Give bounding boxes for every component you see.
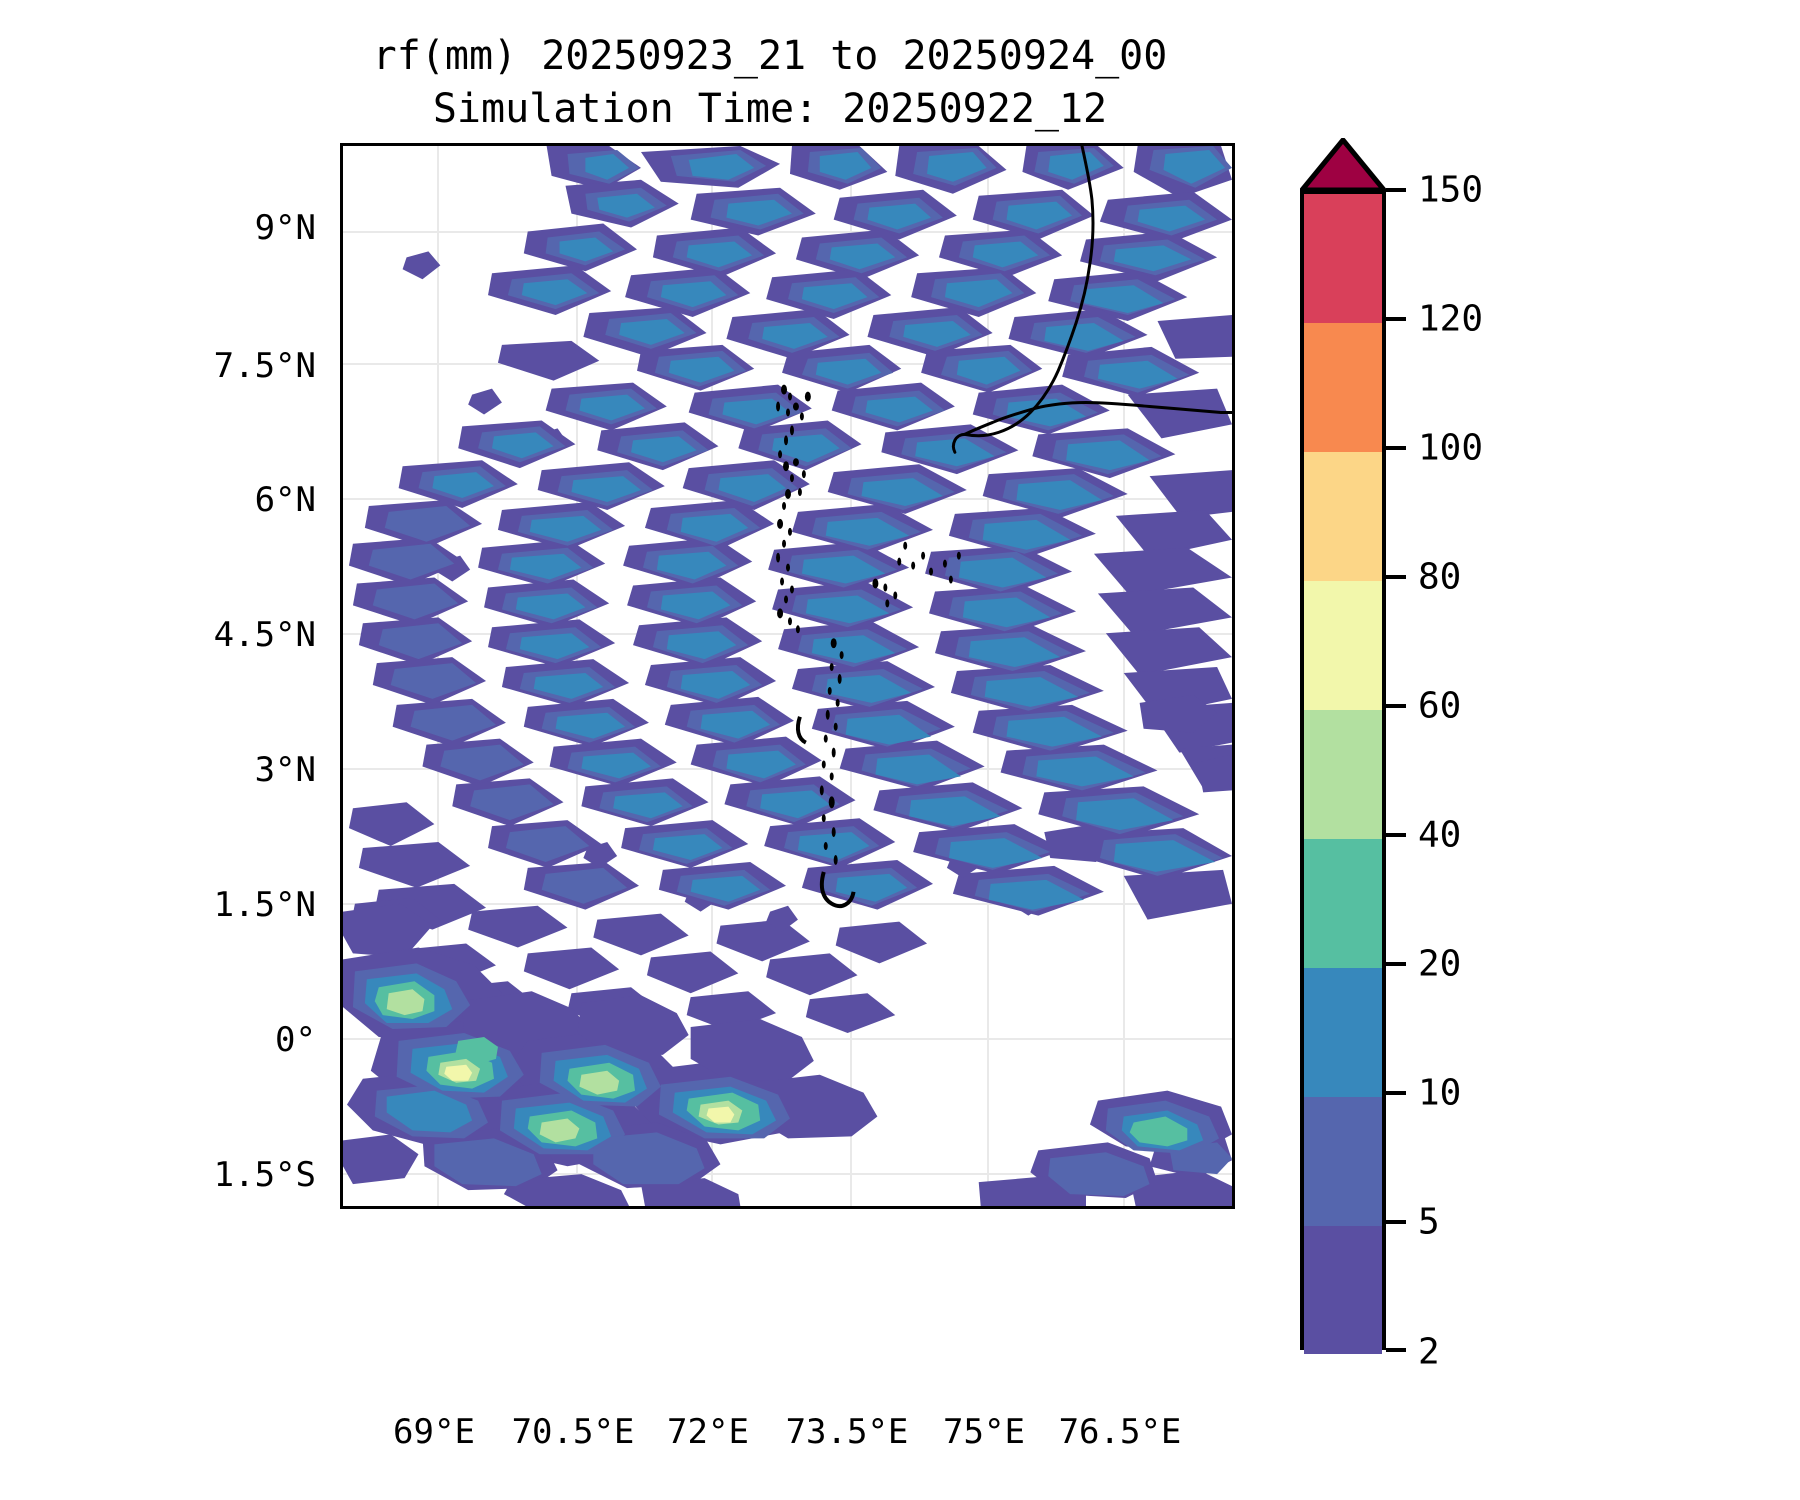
y-tick-label-3n: 3°N xyxy=(254,750,316,790)
gridline-lon-76p5e xyxy=(1123,146,1125,1206)
x-tick-label-72e: 72°E xyxy=(667,1412,749,1452)
colorbar-label-10: 10 xyxy=(1418,1072,1462,1114)
y-tick-label-4p5n: 4.5°N xyxy=(213,615,316,655)
contour-group xyxy=(343,146,1232,1206)
gridline-lat-9n xyxy=(343,231,1232,233)
colorbar-label-60: 60 xyxy=(1418,685,1462,727)
x-tick-label-76p5e: 76.5°E xyxy=(1058,1412,1182,1452)
colorbar-tick-60 xyxy=(1386,704,1406,708)
lakshadweep-islands xyxy=(776,384,961,634)
colorbar-tick-40 xyxy=(1386,833,1406,837)
colorbar-segment-40-60 xyxy=(1304,710,1382,839)
colorbar-tick-100 xyxy=(1386,446,1406,450)
x-tick-label-69e: 69°E xyxy=(393,1412,475,1452)
india-west-coast-line xyxy=(963,146,1095,438)
colorbar-tick-20 xyxy=(1386,962,1406,966)
coast-notch xyxy=(951,432,967,454)
south-india-coast-east xyxy=(963,401,1232,436)
y-tick-label-9n: 9°N xyxy=(254,208,316,248)
y-tick-label-0: 0° xyxy=(275,1020,316,1060)
coastline-overlay xyxy=(951,146,1232,454)
colorbar-segment-100-120 xyxy=(1304,323,1382,452)
colorbar-label-150: 150 xyxy=(1418,169,1484,211)
colorbar-gradient[interactable] xyxy=(1300,190,1386,1354)
y-tick-label-1p5n: 1.5°N xyxy=(213,885,316,925)
x-tick-label-70p5e: 70.5°E xyxy=(511,1412,635,1452)
y-tick-label-6n: 6°N xyxy=(254,480,316,520)
colorbar-segment-120-150 xyxy=(1304,194,1382,323)
maldives-islands xyxy=(795,638,856,909)
colorbar-tick-80 xyxy=(1386,575,1406,579)
colorbar-label-80: 80 xyxy=(1418,556,1462,598)
colorbar-tick-5 xyxy=(1386,1220,1406,1224)
colorbar-tick-120 xyxy=(1386,317,1406,321)
colorbar-segment-60-80 xyxy=(1304,581,1382,710)
colorbar[interactable]: 150 120 100 80 60 40 20 10 5 2 xyxy=(1300,138,1484,1373)
colorbar-label-20: 20 xyxy=(1418,943,1462,985)
y-tick-label-7p5n: 7.5°N xyxy=(213,346,316,386)
colorbar-label-40: 40 xyxy=(1418,814,1462,856)
rainfall-contour-field xyxy=(343,146,1232,1206)
colorbar-label-120: 120 xyxy=(1418,298,1484,340)
colorbar-label-5: 5 xyxy=(1418,1201,1440,1243)
gridline-lat-1p5s xyxy=(343,1173,1232,1175)
y-axis-labels: 9°N 7.5°N 6°N 4.5°N 3°N 1.5°N 0° 1.5°S xyxy=(0,0,330,1500)
colorbar-segment-2-5 xyxy=(1304,1226,1382,1354)
title-line-2: Simulation Time: 20250922_12 xyxy=(432,85,1108,132)
map-plot-area[interactable] xyxy=(340,143,1235,1209)
x-tick-label-75e: 75°E xyxy=(943,1412,1025,1452)
colorbar-segment-20-40 xyxy=(1304,839,1382,968)
colorbar-segment-10-20 xyxy=(1304,968,1382,1097)
colorbar-label-2: 2 xyxy=(1418,1331,1440,1373)
colorbar-label-100: 100 xyxy=(1418,427,1484,469)
y-tick-label-1p5s: 1.5°S xyxy=(213,1155,316,1195)
title-line-1: rf(mm) 20250923_21 to 20250924_00 xyxy=(372,33,1168,79)
colorbar-tick-10 xyxy=(1386,1091,1406,1095)
map-canvas xyxy=(343,146,1232,1206)
colorbar-tick-2 xyxy=(1386,1348,1406,1352)
x-tick-label-73p5e: 73.5°E xyxy=(785,1412,909,1452)
colorbar-segment-5-10 xyxy=(1304,1097,1382,1226)
colorbar-tick-150 xyxy=(1386,188,1406,192)
gridline-lat-6n xyxy=(343,498,1232,500)
colorbar-segment-80-100 xyxy=(1304,452,1382,581)
contour-band-60-80 xyxy=(444,1064,735,1123)
chart-title: rf(mm) 20250923_21 to 20250924_00 Simula… xyxy=(0,30,1540,136)
gridline-lat-1p5n xyxy=(343,903,1232,905)
colorbar-extend-arrow-icon xyxy=(1300,138,1386,192)
